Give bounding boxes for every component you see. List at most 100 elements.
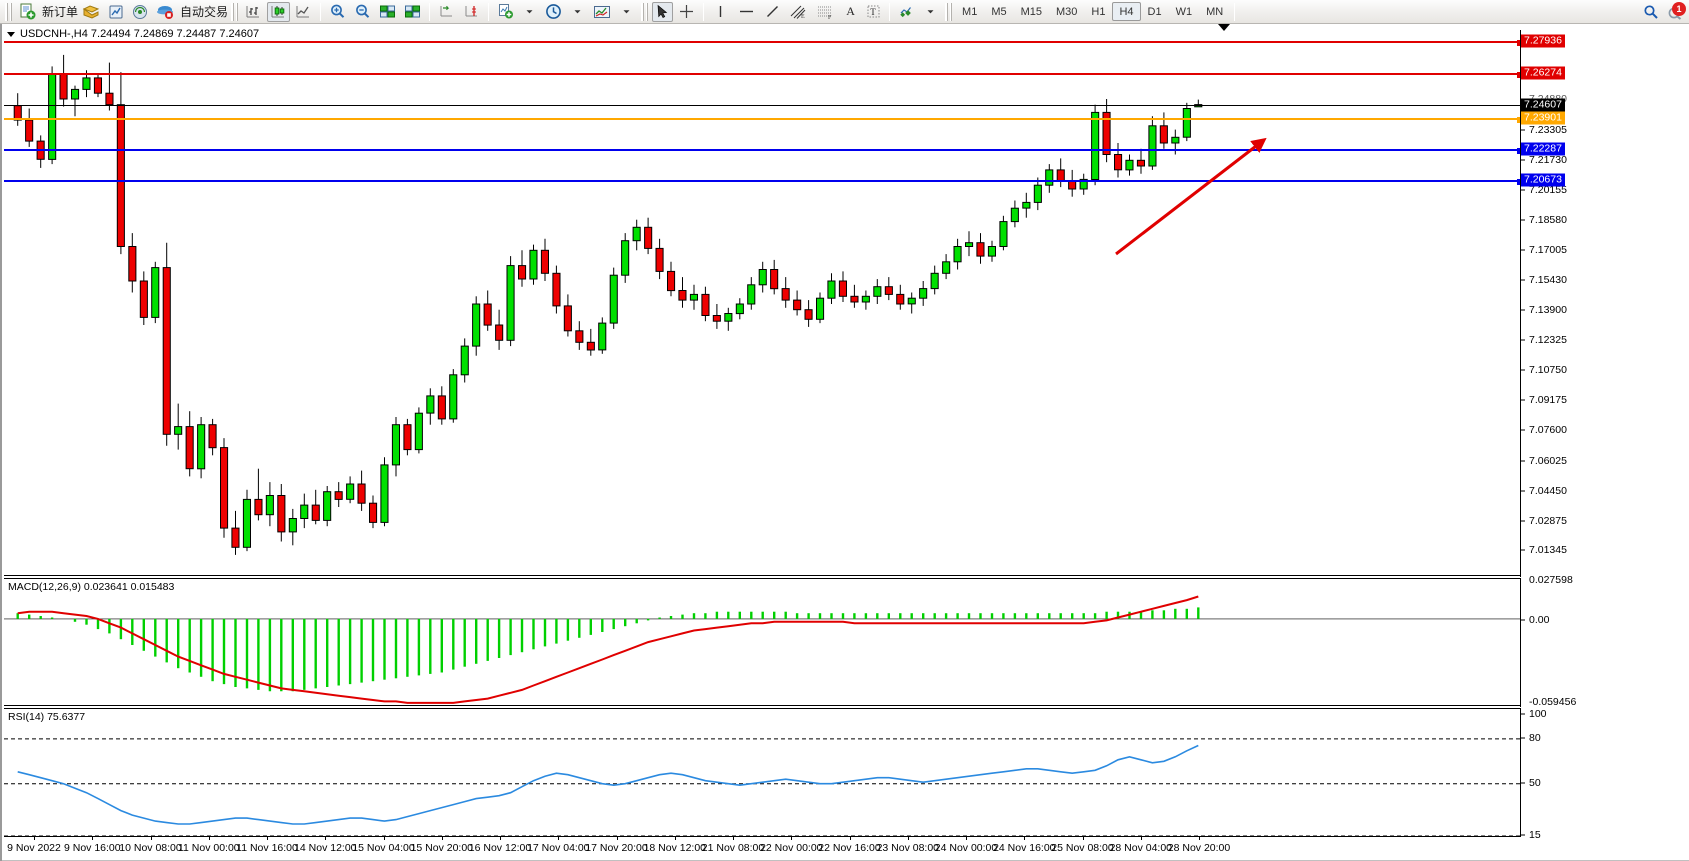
candlestick-chart-icon[interactable] bbox=[267, 1, 291, 22]
price-tag-pivot[interactable]: 7.23901 bbox=[1521, 111, 1565, 125]
grid-windows-icon[interactable] bbox=[401, 2, 424, 22]
time-tick bbox=[500, 837, 501, 840]
time-tick bbox=[34, 837, 35, 840]
chart-title-bar[interactable]: USDCNH-,H4 7.24494 7.24869 7.24487 7.246… bbox=[4, 26, 259, 42]
timeframe-w1[interactable]: W1 bbox=[1175, 5, 1193, 18]
timeframe-m30[interactable]: M30 bbox=[1056, 5, 1078, 18]
price-pane[interactable] bbox=[4, 30, 1523, 576]
trend-line-icon[interactable] bbox=[761, 2, 784, 22]
time-tick bbox=[616, 837, 618, 840]
templates-icon[interactable] bbox=[895, 2, 918, 22]
toolbar-separator-1 bbox=[320, 2, 322, 21]
timeframe-m15[interactable]: M15 bbox=[1020, 5, 1042, 18]
cursor-icon[interactable] bbox=[652, 1, 674, 22]
time-tick bbox=[441, 837, 443, 840]
chart-shift-icon[interactable] bbox=[435, 2, 458, 22]
timeframe-m5[interactable]: M5 bbox=[991, 5, 1007, 18]
price-tag-support[interactable]: 7.22287 bbox=[1521, 142, 1565, 156]
time-tick-label: 28 Nov 20:00 bbox=[1167, 842, 1231, 854]
svg-text:T: T bbox=[870, 7, 876, 17]
vertical-line-icon[interactable] bbox=[709, 2, 732, 22]
auto-trading-icon[interactable] bbox=[153, 2, 177, 22]
horizontal-line-icon[interactable] bbox=[734, 2, 759, 22]
price-tick-label: 7.12325 bbox=[1529, 333, 1567, 346]
macd-scale[interactable]: 0.027598 0.00 -0.059456 bbox=[1520, 574, 1689, 708]
chevron-down-icon-1[interactable] bbox=[519, 2, 540, 22]
signal-icon[interactable] bbox=[129, 2, 151, 22]
time-tick bbox=[791, 837, 793, 840]
candlestick-chart bbox=[13, 54, 1203, 555]
page-title: USDCNH-,H4 7.24494 7.24869 7.24487 7.246… bbox=[20, 28, 260, 40]
time-tick-label: 17 Nov 04:00 bbox=[527, 842, 590, 854]
time-tick bbox=[733, 837, 734, 840]
search-icon[interactable] bbox=[1640, 2, 1662, 22]
chart-menu-caret-icon[interactable] bbox=[7, 31, 15, 37]
auto-trading-label[interactable]: 自动交易 bbox=[180, 5, 229, 19]
data-window-icon[interactable] bbox=[105, 2, 127, 22]
text-icon[interactable]: A bbox=[846, 4, 855, 18]
price-tick-label: 7.21730 bbox=[1529, 153, 1567, 166]
time-axis[interactable]: 9 Nov 2022 9 Nov 16:00 10 Nov 08:00 11 Nov … bbox=[4, 836, 1520, 861]
macd-pane[interactable]: MACD(12,26,9) 0.023641 0.015483 bbox=[4, 578, 1520, 706]
toolbar-grip[interactable] bbox=[5, 2, 12, 21]
macd-chart bbox=[4, 595, 1520, 704]
price-tag-resistance[interactable]: 7.26274 bbox=[1521, 66, 1565, 80]
rsi-scale[interactable]: 100 80 50 15 bbox=[1520, 708, 1689, 841]
timeframe-m1[interactable]: M1 bbox=[962, 5, 978, 18]
wallet-icon[interactable] bbox=[79, 2, 103, 22]
price-scale[interactable]: 7.23305 7.21730 7.20155 7.18580 7.17005 7.154… bbox=[1520, 30, 1689, 577]
equidistant-channel-icon[interactable]: E bbox=[786, 2, 811, 22]
price-tag-current[interactable]: 7.24607 bbox=[1521, 98, 1565, 112]
toolbar-grip-3[interactable] bbox=[641, 2, 649, 21]
toolbar-separator-5 bbox=[889, 2, 891, 21]
line-chart-icon[interactable] bbox=[292, 2, 315, 22]
indicators-icon[interactable] bbox=[590, 2, 614, 22]
zoom-out-icon[interactable] bbox=[351, 2, 374, 22]
price-line-pivot-7.23901[interactable] bbox=[4, 117, 1523, 124]
macd-tick-label: -0.059456 bbox=[1529, 696, 1577, 708]
tile-windows-icon[interactable] bbox=[376, 2, 399, 22]
fibonacci-icon[interactable]: F bbox=[813, 2, 838, 22]
auto-scroll-icon[interactable] bbox=[460, 2, 483, 22]
rsi-tick bbox=[1521, 737, 1525, 739]
rsi-pane[interactable]: RSI(14) 75.6377 bbox=[4, 708, 1520, 836]
price-tick-label: 7.15430 bbox=[1529, 274, 1567, 287]
price-line-current-7.24607[interactable] bbox=[4, 104, 1520, 106]
time-tick bbox=[150, 837, 152, 840]
chart-scroll-marker-icon[interactable] bbox=[1218, 24, 1230, 31]
price-line-support-7.22287[interactable] bbox=[4, 148, 1523, 154]
chevron-down-icon-3[interactable] bbox=[616, 2, 637, 22]
rsi-tick-label: 100 bbox=[1529, 708, 1547, 720]
time-tick bbox=[849, 837, 851, 840]
price-tick-label: 7.09175 bbox=[1529, 394, 1567, 407]
toolbar-separator-2 bbox=[429, 2, 431, 21]
alerts-icon[interactable]: 1 bbox=[1664, 1, 1686, 22]
new-chart-icon[interactable] bbox=[494, 2, 517, 22]
new-order-label[interactable]: 新订单 bbox=[42, 5, 79, 19]
price-tick-label: 7.10750 bbox=[1529, 364, 1567, 377]
timeframe-h4[interactable]: H4 bbox=[1112, 2, 1141, 21]
timeframe-h1[interactable]: H1 bbox=[1091, 5, 1106, 18]
chevron-down-icon-4[interactable] bbox=[920, 2, 941, 22]
crosshair-icon[interactable] bbox=[675, 2, 698, 22]
timeframe-mn[interactable]: MN bbox=[1206, 5, 1224, 18]
time-tick bbox=[92, 837, 94, 840]
timeframe-d1[interactable]: D1 bbox=[1147, 5, 1162, 18]
text-label-icon[interactable]: T bbox=[863, 2, 884, 22]
chevron-down-icon-2[interactable] bbox=[567, 2, 588, 22]
bar-chart-icon[interactable] bbox=[242, 2, 265, 22]
new-order-icon[interactable] bbox=[16, 2, 39, 22]
price-line-support-7.20673[interactable] bbox=[4, 178, 1523, 185]
price-tick-label: 7.06025 bbox=[1529, 454, 1567, 467]
zoom-in-icon[interactable] bbox=[326, 2, 349, 22]
macd-label: MACD(12,26,9) 0.023641 0.015483 bbox=[8, 581, 175, 593]
period-icon[interactable] bbox=[542, 2, 565, 22]
price-line-resistance-7.26274[interactable] bbox=[4, 71, 1523, 78]
price-tag-resistance[interactable]: 7.27936 bbox=[1521, 34, 1565, 48]
time-tick-label: 17 Nov 20:00 bbox=[585, 842, 648, 854]
macd-tick-label: 0.027598 bbox=[1529, 574, 1573, 586]
price-tag-support[interactable]: 7.20673 bbox=[1521, 173, 1565, 187]
toolbar-grip-4[interactable] bbox=[945, 2, 953, 21]
toolbar-grip-2[interactable] bbox=[231, 2, 239, 21]
rsi-axis-line bbox=[1520, 708, 1521, 837]
